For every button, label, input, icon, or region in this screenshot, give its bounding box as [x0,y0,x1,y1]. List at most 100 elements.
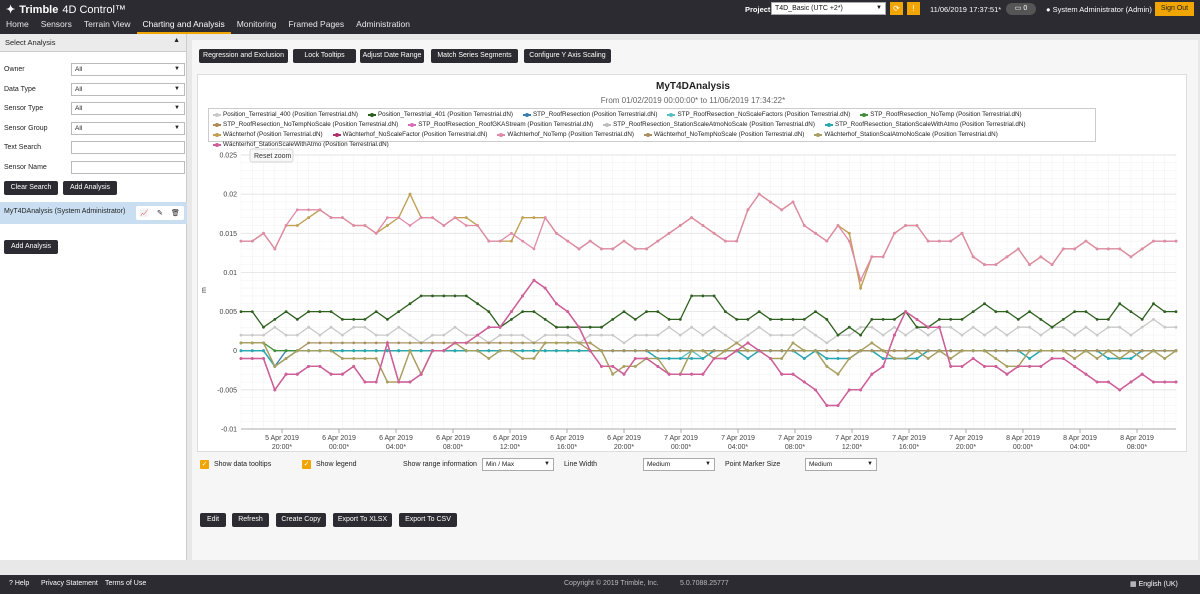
data-point [747,334,750,337]
y-tick-label: -0.005 [217,387,237,394]
legend-swatch [860,114,868,116]
refresh-button[interactable]: Refresh [232,513,269,527]
add-analysis-bottom-button[interactable]: Add Analysis [4,240,58,254]
data-point [623,365,626,368]
data-point [1039,255,1042,258]
sign-out-button[interactable]: Sign Out [1155,2,1194,16]
filter-input[interactable] [71,161,185,174]
notifications-badge[interactable]: ▭ 0 [1006,3,1036,15]
export-to-xlsx-button[interactable]: Export To XLSX [333,513,392,527]
show-tooltips-label: Show data tooltips [214,461,271,468]
data-point [983,365,986,368]
data-point [521,295,524,298]
configure-y-axis-scaling-button[interactable]: Configure Y Axis Scaling [524,49,611,63]
delete-icon[interactable]: 🗑 [171,209,180,217]
data-point [1039,334,1042,337]
legend-item[interactable]: STP_RoofResection_NoTemp (Position Terre… [860,110,1021,120]
nav-item-home[interactable]: Home [0,17,35,34]
data-point [634,318,637,321]
line-width-select[interactable]: Medium ▼ [643,458,715,471]
filter-select[interactable]: All ▼ [71,63,185,76]
show-legend-checkbox[interactable]: ✓ [302,460,311,469]
legend-item[interactable]: STP_RoofResection_NoTempNoScale (Positio… [213,120,398,130]
data-point [690,349,693,352]
data-point [668,326,671,329]
terms-link[interactable]: Terms of Use [105,580,146,587]
match-series-segments-button[interactable]: Match Series Segments [431,49,518,63]
data-point [589,349,592,352]
nav-item-framed-pages[interactable]: Framed Pages [282,17,350,34]
edit-icon[interactable]: ✎ [157,209,163,217]
alert-button[interactable]: ! [907,2,920,15]
filter-select[interactable]: All ▼ [71,83,185,96]
data-point [578,342,581,345]
legend-item[interactable]: Position_Terrestrial_400 (Position Terre… [213,110,358,120]
refresh-project-button[interactable]: ⟳ [890,2,903,15]
series-line [241,343,1176,351]
legend-item[interactable]: STP_RoofResection_StationScaleAtmoNoScal… [603,120,815,130]
user-menu[interactable]: ● System Administrator (Admin) [1046,5,1152,14]
legend-item[interactable]: Wächterhof_NoTemp (Position Terrestrial.… [497,130,634,140]
legend-swatch [213,114,221,116]
help-icon: ? [9,580,13,587]
edit-button[interactable]: Edit [200,513,226,527]
legend-item[interactable]: STP_RoofResection_StationScaleWithAtmo (… [825,120,1026,130]
nav-item-sensors[interactable]: Sensors [35,17,78,34]
data-point [1073,349,1076,352]
data-point [1175,310,1178,313]
chart-icon[interactable]: 📈 [140,209,149,217]
privacy-link[interactable]: Privacy Statement [41,580,98,587]
data-point [251,310,254,313]
create-copy-button[interactable]: Create Copy [276,513,326,527]
data-point [713,295,716,298]
data-point [1073,334,1076,337]
project-select[interactable]: T4D_Basic (UTC +2*) ▼ [771,2,886,15]
legend-item[interactable]: Wächterhof (Position Terrestrial.dN) [213,130,323,140]
select-analysis-header[interactable]: Select Analysis ▲ [0,34,186,52]
analysis-list-item[interactable]: MyT4DAnalysis (System Administrator) 📈 ✎… [0,202,187,224]
marker-size-select[interactable]: Medium ▼ [805,458,877,471]
data-point [341,342,344,345]
legend-item[interactable]: STP_RoofResection (Position Terrestrial.… [523,110,657,120]
language-select[interactable]: ▦ English (UK) [1130,580,1178,588]
lock-tooltips-button[interactable]: Lock Tooltips [293,49,356,63]
legend-item[interactable]: Wächterhof_NoScaleFactor (Position Terre… [333,130,488,140]
data-point [870,318,873,321]
export-to-csv-button[interactable]: Export To CSV [399,513,457,527]
regression-and-exclusion-button[interactable]: Regression and Exclusion [199,49,288,63]
data-point [1017,318,1020,321]
data-point [521,334,524,337]
filter-select[interactable]: All ▼ [71,102,185,115]
x-tick-label-time: 12:00* [500,444,521,451]
data-point [285,224,288,227]
line-chart[interactable]: 0.025 0.02 0.015 0.01 0.005 0 -0.005 -0.01 m 5 Ap… [198,143,1188,453]
data-point [487,240,490,243]
show-tooltips-checkbox[interactable]: ✓ [200,460,209,469]
nav-item-terrain-view[interactable]: Terrain View [78,17,137,34]
x-tick-label-time: 00:00* [671,444,692,451]
project-label: Project: [745,5,773,14]
add-analysis-button[interactable]: Add Analysis [63,181,117,195]
nav-item-monitoring[interactable]: Monitoring [231,17,283,34]
filter-input[interactable] [71,141,185,154]
data-point [1006,365,1009,368]
legend-item[interactable]: STP_RoofResection_RoofGKAStream (Positio… [408,120,593,130]
help-link[interactable]: ? Help [9,580,29,587]
data-point [352,224,355,227]
legend-item[interactable]: STP_RoofResection_NoScaleFactors (Positi… [667,110,850,120]
trimble-logo[interactable]: ✦ Trimble 4D Control™ [6,3,126,16]
legend-item[interactable]: Wächterhof_StationScalAtmoNoScale (Posit… [814,130,997,140]
series-line [241,296,1176,335]
legend-item[interactable]: Wächterhof_NoTempNoScale (Position Terre… [644,130,804,140]
legend-item[interactable]: Position_Terrestrial_401 (Position Terre… [368,110,513,120]
data-point [1141,373,1144,376]
nav-item-administration[interactable]: Administration [350,17,416,34]
range-info-select[interactable]: Min / Max ▼ [482,458,554,471]
adjust-date-range-button[interactable]: Adjust Date Range [360,49,424,63]
x-tick-label-date: 7 Apr 2019 [778,435,812,442]
clear-search-button[interactable]: Clear Search [4,181,58,195]
data-point [904,310,907,313]
nav-item-charting-and-analysis[interactable]: Charting and Analysis [137,17,231,34]
y-tick-label: 0.015 [219,231,237,238]
filter-select[interactable]: All ▼ [71,122,185,135]
